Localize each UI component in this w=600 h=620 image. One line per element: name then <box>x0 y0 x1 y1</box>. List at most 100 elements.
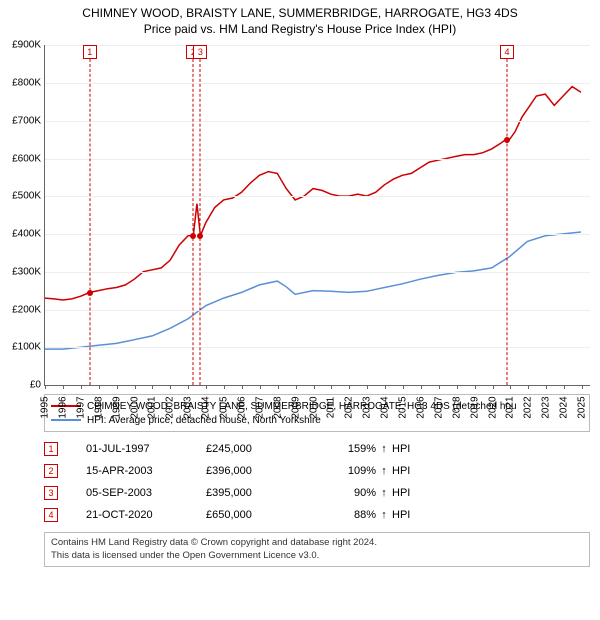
x-tick-label: 1996 <box>57 397 68 419</box>
sale-row: 215-APR-2003£396,000109%↑HPI <box>44 460 590 482</box>
x-tick-label: 2010 <box>308 397 319 419</box>
x-tick-mark <box>206 385 207 389</box>
x-tick-mark <box>99 385 100 389</box>
title-line-1: CHIMNEY WOOD, BRAISTY LANE, SUMMERBRIDGE… <box>0 6 600 22</box>
line-property <box>45 87 581 300</box>
sale-marker-line <box>89 59 90 385</box>
sale-row-box: 2 <box>44 464 58 478</box>
sale-marker-line <box>193 59 194 385</box>
sale-marker-line <box>507 59 508 385</box>
footer-line-2: This data is licensed under the Open Gov… <box>51 550 583 562</box>
y-tick-label: £800K <box>1 77 41 88</box>
sale-row-pct: 109% <box>316 465 376 477</box>
x-tick-label: 2012 <box>344 397 355 419</box>
x-tick-mark <box>314 385 315 389</box>
chart-container: CHIMNEY WOOD, BRAISTY LANE, SUMMERBRIDGE… <box>0 0 600 620</box>
x-tick-mark <box>278 385 279 389</box>
x-tick-mark <box>367 385 368 389</box>
sale-row-box: 1 <box>44 442 58 456</box>
sale-marker-box: 3 <box>193 45 207 59</box>
sale-row-date: 21-OCT-2020 <box>86 509 206 521</box>
x-tick-mark <box>493 385 494 389</box>
title-block: CHIMNEY WOOD, BRAISTY LANE, SUMMERBRIDGE… <box>0 0 600 37</box>
sale-marker-box: 1 <box>83 45 97 59</box>
x-tick-mark <box>242 385 243 389</box>
x-tick-label: 1999 <box>111 397 122 419</box>
sale-row-hpi: HPI <box>392 487 432 499</box>
x-tick-label: 2003 <box>183 397 194 419</box>
arrow-up-icon: ↑ <box>376 465 392 477</box>
x-tick-mark <box>421 385 422 389</box>
x-tick-mark <box>582 385 583 389</box>
sale-marker-dot <box>87 290 93 296</box>
sale-row-pct: 159% <box>316 443 376 455</box>
x-tick-label: 1998 <box>93 397 104 419</box>
x-tick-label: 2016 <box>415 397 426 419</box>
sale-row-date: 01-JUL-1997 <box>86 443 206 455</box>
sale-row-price: £245,000 <box>206 443 316 455</box>
footer: Contains HM Land Registry data © Crown c… <box>44 532 590 567</box>
x-tick-mark <box>45 385 46 389</box>
x-tick-label: 2021 <box>505 397 516 419</box>
sale-row-hpi: HPI <box>392 443 432 455</box>
x-tick-mark <box>224 385 225 389</box>
x-tick-label: 1995 <box>40 397 51 419</box>
x-tick-mark <box>260 385 261 389</box>
y-tick-label: £300K <box>1 266 41 277</box>
x-tick-label: 2007 <box>254 397 265 419</box>
x-tick-mark <box>475 385 476 389</box>
x-tick-label: 2014 <box>380 397 391 419</box>
x-tick-mark <box>403 385 404 389</box>
sale-row-date: 05-SEP-2003 <box>86 487 206 499</box>
sale-row-box: 3 <box>44 486 58 500</box>
arrow-up-icon: ↑ <box>376 487 392 499</box>
sale-table: 101-JUL-1997£245,000159%↑HPI215-APR-2003… <box>44 438 590 526</box>
x-tick-label: 2017 <box>433 397 444 419</box>
line-hpi <box>45 232 581 349</box>
x-tick-mark <box>296 385 297 389</box>
x-tick-label: 2019 <box>469 397 480 419</box>
sale-row-pct: 90% <box>316 487 376 499</box>
x-tick-mark <box>63 385 64 389</box>
x-tick-mark <box>81 385 82 389</box>
x-tick-label: 2011 <box>326 397 337 419</box>
sale-marker-dot <box>190 233 196 239</box>
y-gridline <box>45 347 590 348</box>
x-tick-label: 2022 <box>523 397 534 419</box>
sale-row-hpi: HPI <box>392 509 432 521</box>
sale-marker-line <box>200 59 201 385</box>
x-tick-mark <box>188 385 189 389</box>
y-tick-label: £700K <box>1 115 41 126</box>
sale-row-hpi: HPI <box>392 465 432 477</box>
x-tick-label: 2004 <box>201 397 212 419</box>
x-tick-label: 2002 <box>165 397 176 419</box>
x-tick-mark <box>439 385 440 389</box>
x-tick-mark <box>510 385 511 389</box>
x-tick-label: 2001 <box>147 397 158 419</box>
sale-row: 305-SEP-2003£395,00090%↑HPI <box>44 482 590 504</box>
sale-marker-box: 4 <box>500 45 514 59</box>
x-tick-label: 2009 <box>290 397 301 419</box>
footer-line-1: Contains HM Land Registry data © Crown c… <box>51 537 583 549</box>
y-gridline <box>45 159 590 160</box>
x-tick-label: 2024 <box>559 397 570 419</box>
sale-row-box: 4 <box>44 508 58 522</box>
y-gridline <box>45 272 590 273</box>
y-gridline <box>45 234 590 235</box>
legend-swatch-hpi <box>51 419 81 421</box>
x-tick-mark <box>528 385 529 389</box>
y-tick-label: £100K <box>1 342 41 353</box>
x-tick-label: 2013 <box>362 397 373 419</box>
sale-row: 421-OCT-2020£650,00088%↑HPI <box>44 504 590 526</box>
title-line-2: Price paid vs. HM Land Registry's House … <box>0 22 600 38</box>
chart-area: £0£100K£200K£300K£400K£500K£600K£700K£80… <box>44 45 590 386</box>
x-tick-mark <box>117 385 118 389</box>
x-tick-mark <box>546 385 547 389</box>
y-gridline <box>45 121 590 122</box>
x-tick-label: 2006 <box>236 397 247 419</box>
sale-row-date: 15-APR-2003 <box>86 465 206 477</box>
sale-row: 101-JUL-1997£245,000159%↑HPI <box>44 438 590 460</box>
x-tick-label: 2008 <box>272 397 283 419</box>
x-tick-mark <box>564 385 565 389</box>
x-tick-label: 2015 <box>398 397 409 419</box>
